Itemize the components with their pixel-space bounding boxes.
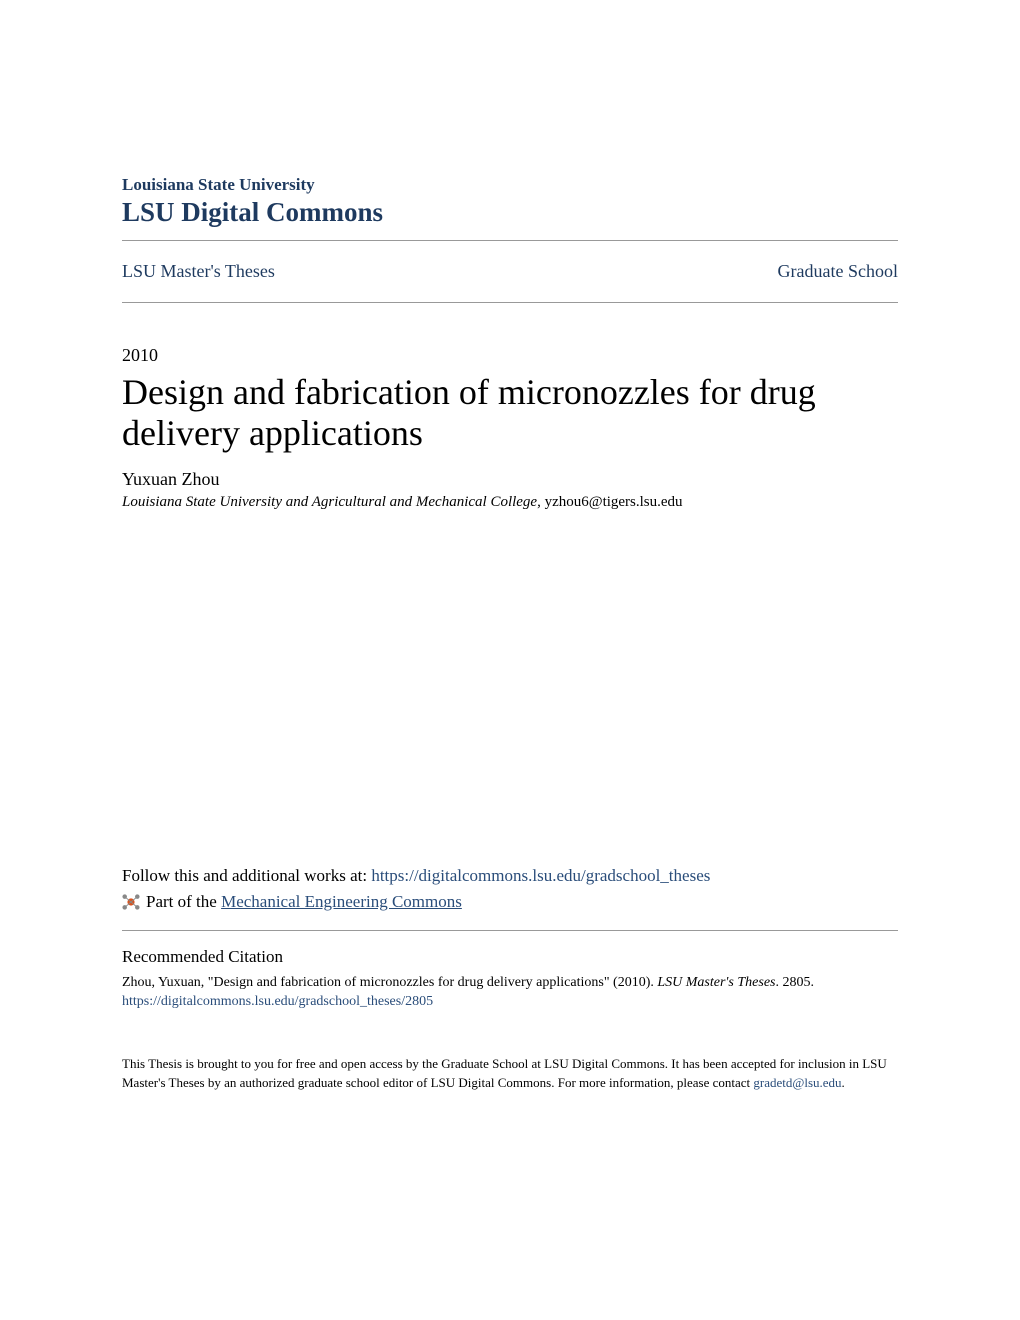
follow-line: Follow this and additional works at: htt… bbox=[122, 866, 898, 886]
university-name: Louisiana State University bbox=[122, 175, 898, 195]
school-link[interactable]: Graduate School bbox=[778, 261, 898, 282]
part-of-text: Part of the Mechanical Engineering Commo… bbox=[146, 892, 462, 912]
document-title: Design and fabrication of micronozzles f… bbox=[122, 372, 898, 455]
header-block: Louisiana State University LSU Digital C… bbox=[122, 175, 898, 228]
author-name: Yuxuan Zhou bbox=[122, 469, 898, 490]
collection-link[interactable]: LSU Master's Theses bbox=[122, 261, 275, 282]
citation-prefix: Zhou, Yuxuan, "Design and fabrication of… bbox=[122, 975, 657, 990]
citation-text: Zhou, Yuxuan, "Design and fabrication of… bbox=[122, 973, 898, 993]
follow-url-link[interactable]: https://digitalcommons.lsu.edu/gradschoo… bbox=[371, 866, 710, 885]
divider-mid bbox=[122, 302, 898, 303]
commons-link[interactable]: Mechanical Engineering Commons bbox=[221, 892, 462, 911]
part-of-prefix: Part of the bbox=[146, 892, 221, 911]
affiliation-text: Louisiana State University and Agricultu… bbox=[122, 494, 537, 510]
citation-series: LSU Master's Theses bbox=[657, 975, 775, 990]
affiliation-separator: , bbox=[537, 494, 545, 510]
citation-section: Recommended Citation Zhou, Yuxuan, "Desi… bbox=[122, 931, 898, 1011]
repository-name[interactable]: LSU Digital Commons bbox=[122, 197, 898, 228]
follow-section: Follow this and additional works at: htt… bbox=[122, 866, 898, 912]
citation-suffix: . 2805. bbox=[776, 975, 815, 990]
part-of-row: Part of the Mechanical Engineering Commo… bbox=[122, 892, 898, 912]
network-icon bbox=[122, 893, 140, 911]
author-email: yzhou6@tigers.lsu.edu bbox=[545, 494, 683, 510]
footer-suffix: . bbox=[842, 1075, 845, 1090]
publication-year: 2010 bbox=[122, 345, 898, 366]
footer-email-link[interactable]: gradetd@lsu.edu bbox=[753, 1075, 841, 1090]
collection-row: LSU Master's Theses Graduate School bbox=[122, 241, 898, 302]
follow-prefix: Follow this and additional works at: bbox=[122, 866, 371, 885]
author-affiliation: Louisiana State University and Agricultu… bbox=[122, 494, 898, 511]
citation-heading: Recommended Citation bbox=[122, 947, 898, 967]
footer-text: This Thesis is brought to you for free a… bbox=[122, 1055, 898, 1093]
citation-url-link[interactable]: https://digitalcommons.lsu.edu/gradschoo… bbox=[122, 994, 898, 1010]
